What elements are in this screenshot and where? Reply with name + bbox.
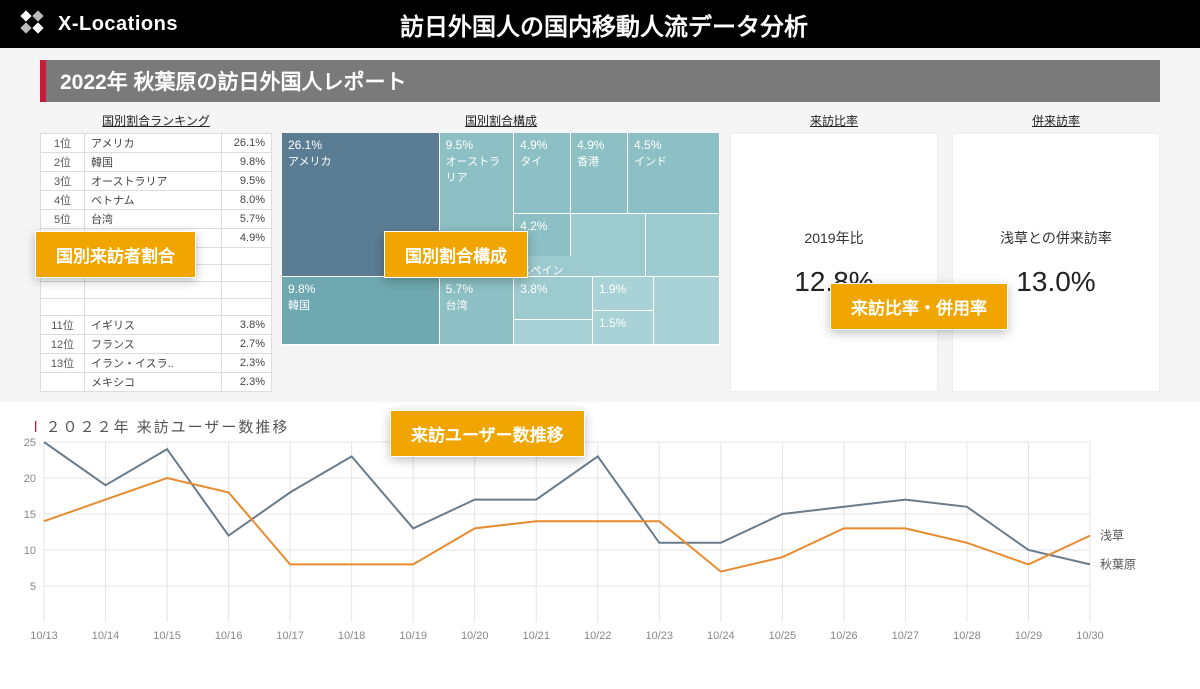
svg-text:10/30: 10/30 (1076, 630, 1104, 642)
chart-title: l ２０２２年 来訪ユーザー数推移 (0, 410, 1200, 437)
report-title-bar: 2022年 秋葉原の訪日外国人レポート (40, 60, 1160, 102)
table-row (41, 299, 272, 316)
logo-icon (20, 10, 48, 38)
svg-text:10/15: 10/15 (153, 630, 181, 642)
page-body: 2022年 秋葉原の訪日外国人レポート 国別割合ランキング 国別割合構成 来訪比… (0, 48, 1200, 402)
section-headers: 国別割合ランキング 国別割合構成 来訪比率 併来訪率 (40, 112, 1160, 129)
line-chart: 5 10 15 20 25 10/13 10/14 10/15 10/16 10/17 10/18 1… (10, 437, 1120, 662)
kpi-visit-ratio: 2019年比 12.8% (730, 133, 938, 392)
table-row: メキシコ2.3% (41, 373, 272, 392)
table-row: 2位韓国9.8% (41, 153, 272, 172)
table-row: 4位ベトナム8.0% (41, 191, 272, 210)
svg-text:10/22: 10/22 (584, 630, 612, 642)
table-row: 5位台湾5.7% (41, 210, 272, 229)
treemap-cell (514, 320, 592, 344)
svg-text:10/29: 10/29 (1015, 630, 1043, 642)
table-row: 13位イラン・イスラ..2.3% (41, 354, 272, 373)
table-row: 11位イギリス3.8% (41, 316, 272, 335)
dashboard-grid: 1位アメリカ26.1%2位韓国9.8%3位オーストラリア9.5%4位ベトナム8.… (40, 133, 1160, 392)
table-row: 1位アメリカ26.1% (41, 134, 272, 153)
svg-text:5: 5 (30, 581, 36, 593)
treemap-cell (571, 214, 644, 277)
treemap-cell: 1.9% (593, 277, 653, 310)
svg-text:20: 20 (24, 473, 36, 485)
kpi-visit-ratio-label: 2019年比 (804, 228, 863, 248)
svg-text:10/17: 10/17 (276, 630, 304, 642)
treemap-cell (654, 277, 719, 344)
treemap-cell: 3.8% (514, 277, 592, 318)
treemap-cell: 4.9%香港 (571, 133, 627, 213)
svg-text:15: 15 (24, 509, 36, 521)
svg-text:秋葉原: 秋葉原 (1100, 557, 1136, 571)
kpi-covisit-ratio-value: 13.0% (1016, 266, 1095, 298)
svg-text:10/27: 10/27 (892, 630, 920, 642)
svg-text:10/21: 10/21 (522, 630, 550, 642)
svg-text:10/24: 10/24 (707, 630, 735, 642)
badge-composition: 国別割合構成 (384, 231, 528, 278)
kpi-covisit-ratio: 浅草との併来訪率 13.0% (952, 133, 1160, 392)
treemap-cell: 5.7%台湾 (440, 277, 513, 344)
badge-ratios: 来訪比率・併用率 (830, 283, 1008, 330)
svg-text:浅草: 浅草 (1100, 529, 1124, 543)
svg-text:25: 25 (24, 437, 36, 449)
svg-text:10/16: 10/16 (215, 630, 243, 642)
section-header-visit-ratio: 来訪比率 (730, 112, 938, 129)
svg-text:10/26: 10/26 (830, 630, 858, 642)
table-row: 12位フランス2.7% (41, 335, 272, 354)
svg-text:10/28: 10/28 (953, 630, 981, 642)
kpi-covisit-ratio-label: 浅草との併来訪率 (1000, 228, 1112, 248)
svg-text:10/23: 10/23 (646, 630, 674, 642)
kpi-panel: 2019年比 12.8% 浅草との併来訪率 13.0% (730, 133, 1160, 392)
table-row (41, 282, 272, 299)
section-header-covisit-ratio: 併来訪率 (952, 112, 1160, 129)
svg-text:10/19: 10/19 (399, 630, 427, 642)
treemap-cell: 4.9%タイ (514, 133, 570, 213)
table-row: 3位オーストラリア9.5% (41, 172, 272, 191)
top-bar: X-Locations 訪日外国人の国内移動人流データ分析 (0, 0, 1200, 48)
svg-text:10/18: 10/18 (338, 630, 366, 642)
treemap-cell: 4.5%インド (628, 133, 719, 213)
section-header-ranking: 国別割合ランキング (40, 112, 272, 129)
badge-chart: 来訪ユーザー数推移 (390, 410, 585, 457)
section-header-composition: 国別割合構成 (282, 112, 720, 129)
svg-text:10/13: 10/13 (30, 630, 58, 642)
treemap-cell: 9.8%韓国 (282, 277, 439, 344)
treemap-cell: 1.5% (593, 311, 653, 344)
svg-text:10/20: 10/20 (461, 630, 489, 642)
treemap-cell: 9.5%オーストラリア (440, 133, 513, 234)
svg-text:10/14: 10/14 (92, 630, 120, 642)
svg-text:10: 10 (24, 545, 36, 557)
chart-area: l ２０２２年 来訪ユーザー数推移 5 10 15 20 25 10/13 10/14 10/… (0, 410, 1200, 662)
treemap-cell (646, 214, 719, 277)
svg-text:10/25: 10/25 (769, 630, 797, 642)
page-title: 訪日外国人の国内移動人流データ分析 (28, 7, 1180, 42)
report-title: 2022年 秋葉原の訪日外国人レポート (60, 66, 407, 96)
badge-ranking: 国別来訪者割合 (35, 231, 196, 278)
